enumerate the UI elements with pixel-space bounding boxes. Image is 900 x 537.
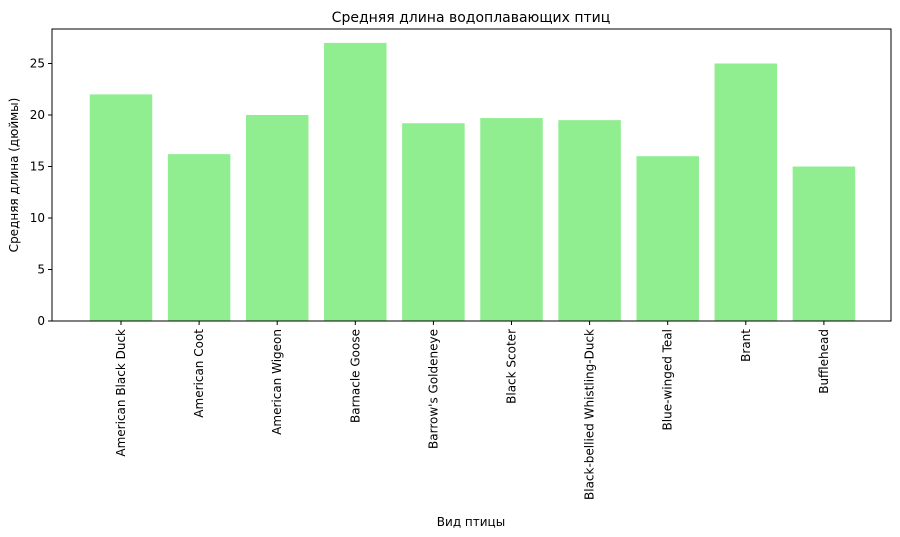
x-axis: American Black Duck American Coot American… [114, 321, 831, 500]
x-tick-label: Barrow's Goldeneye [426, 329, 440, 449]
x-tick-label: American Coot [192, 329, 206, 418]
y-tick-label: 10 [30, 211, 45, 225]
x-axis-label: Вид птицы [437, 515, 505, 529]
bar [480, 118, 543, 321]
y-tick-label: 20 [30, 108, 45, 122]
chart-title: Средняя длина водоплавающих птиц [332, 10, 611, 26]
bar [636, 156, 699, 321]
bar [167, 154, 231, 321]
bar [402, 123, 465, 322]
x-tick-label: Bufflehead [817, 329, 831, 394]
bars-group [89, 42, 856, 322]
x-tick-label: American Black Duck [114, 329, 128, 457]
x-tick-label: American Wigeon [270, 329, 284, 435]
x-tick-label: Brant [739, 329, 753, 362]
x-tick-label: Black Scoter [505, 329, 519, 404]
bar [792, 166, 856, 321]
y-tick-label: 5 [37, 263, 45, 277]
y-axis: 0 5 10 15 20 25 [30, 57, 52, 328]
y-tick-label: 15 [30, 160, 45, 174]
y-tick-label: 0 [37, 314, 45, 328]
bar [324, 42, 387, 322]
bar [714, 63, 778, 321]
plot-frame [51, 28, 892, 322]
bar [89, 94, 153, 322]
y-tick-label: 25 [30, 57, 45, 71]
x-tick-label: Black-bellied Whistling-Duck [583, 329, 597, 500]
x-tick-label: Barnacle Goose [348, 329, 362, 423]
bar [245, 115, 309, 321]
bar [558, 120, 621, 322]
y-axis-label: Средняя длина (дюймы) [7, 98, 21, 253]
x-tick-label: Blue-winged Teal [661, 329, 675, 430]
